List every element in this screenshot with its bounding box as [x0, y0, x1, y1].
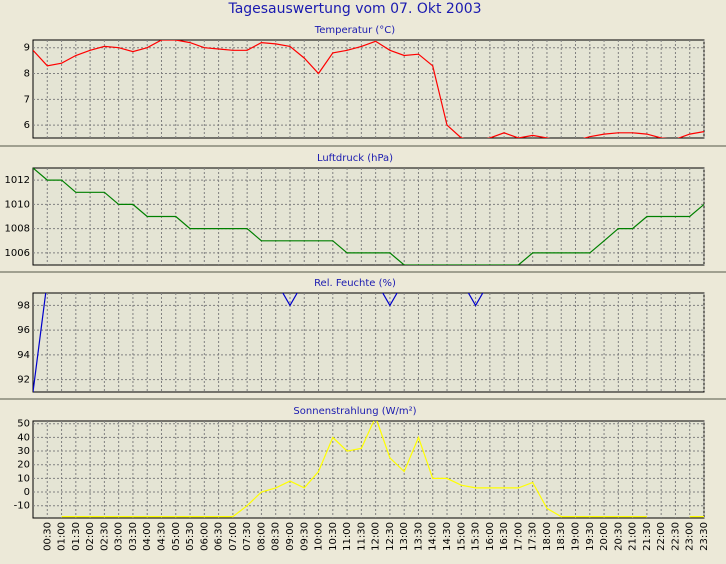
plot-area — [32, 39, 705, 139]
x-tick-label: 04:00 — [142, 522, 153, 551]
chart-title: Rel. Feuchte (%) — [314, 278, 396, 289]
x-tick-label: 18:30 — [556, 522, 567, 551]
x-tick-label: 08:00 — [256, 522, 267, 551]
x-tick-label: 01:30 — [71, 522, 82, 551]
x-tick-label: 22:30 — [670, 522, 681, 551]
x-tick-label: 23:00 — [685, 522, 696, 551]
x-tick-label: 12:00 — [371, 522, 382, 551]
x-tick-label: 09:00 — [285, 522, 296, 551]
x-tick-label: 13:30 — [413, 522, 424, 551]
y-tick-label: 40 — [17, 432, 30, 443]
plot-area — [32, 292, 705, 393]
data-line — [33, 40, 704, 138]
x-tick-label: 13:00 — [399, 522, 410, 551]
y-tick-label: 50 — [17, 419, 30, 430]
x-tick-label: 02:00 — [85, 522, 96, 551]
x-tick-label: 09:30 — [299, 522, 310, 551]
x-tick-label: 23:30 — [699, 522, 710, 551]
x-tick-label: 19:00 — [571, 522, 582, 551]
x-tick-label: 14:30 — [442, 522, 453, 551]
x-tick-label: 21:00 — [628, 522, 639, 551]
chart-title: Luftdruck (hPa) — [317, 153, 393, 164]
x-tick-label: 05:00 — [171, 522, 182, 551]
y-tick-label: 0 — [24, 487, 30, 498]
y-tick-label: 94 — [17, 350, 30, 361]
chart-title: Temperatur (°C) — [314, 25, 395, 36]
x-tick-label: 07:00 — [228, 522, 239, 551]
x-tick-label: 16:30 — [499, 522, 510, 551]
y-tick-label: 8 — [24, 69, 30, 80]
x-tick-label: 11:00 — [342, 522, 353, 551]
y-tick-label: 1006 — [5, 248, 30, 259]
y-tick-label: 96 — [17, 325, 30, 336]
x-tick-label: 08:30 — [271, 522, 282, 551]
x-tick-label: 10:00 — [314, 522, 325, 551]
x-tick-label: 00:30 — [42, 522, 53, 551]
y-tick-label: 7 — [24, 94, 30, 105]
x-tick-label: 01:00 — [57, 522, 68, 551]
x-tick-label: 15:00 — [456, 522, 467, 551]
y-tick-label: -10 — [14, 501, 30, 512]
x-tick-label: 20:30 — [613, 522, 624, 551]
x-tick-label: 03:30 — [128, 522, 139, 551]
x-tick-label: 04:30 — [156, 522, 167, 551]
chart-title: Sonnenstrahlung (W/m²) — [293, 406, 416, 417]
y-tick-label: 1012 — [5, 175, 30, 186]
x-tick-label: 17:30 — [528, 522, 539, 551]
x-tick-label: 07:30 — [242, 522, 253, 551]
x-tick-label: 02:30 — [99, 522, 110, 551]
x-tick-label: 06:30 — [214, 522, 225, 551]
data-line — [33, 168, 704, 265]
x-tick-label: 06:00 — [199, 522, 210, 551]
data-line — [61, 421, 704, 518]
x-tick-label: 19:30 — [585, 522, 596, 551]
y-tick-label: 98 — [17, 300, 30, 311]
page-title: Tagesauswertung vom 07. Okt 2003 — [227, 1, 481, 17]
y-tick-label: 6 — [24, 120, 30, 131]
x-tick-label: 16:00 — [485, 522, 496, 551]
y-tick-label: 9 — [24, 43, 30, 54]
x-tick-label: 18:00 — [542, 522, 553, 551]
y-tick-label: 20 — [17, 460, 30, 471]
x-tick-label: 11:30 — [356, 522, 367, 551]
x-tick-label: 22:00 — [656, 522, 667, 551]
y-tick-label: 30 — [17, 446, 30, 457]
y-tick-label: 1008 — [5, 224, 30, 235]
y-tick-label: 10 — [17, 473, 30, 484]
x-tick-label: 05:30 — [185, 522, 196, 551]
x-tick-label: 15:30 — [471, 522, 482, 551]
plot-area — [32, 420, 705, 519]
x-tick-label: 10:30 — [328, 522, 339, 551]
x-tick-label: 17:00 — [513, 522, 524, 551]
x-tick-label: 21:30 — [642, 522, 653, 551]
x-tick-label: 03:00 — [114, 522, 125, 551]
y-tick-label: 92 — [17, 375, 30, 386]
plot-area — [32, 167, 705, 266]
x-tick-label: 20:00 — [599, 522, 610, 551]
x-tick-label: 12:30 — [385, 522, 396, 551]
x-tick-label: 14:00 — [428, 522, 439, 551]
y-tick-label: 1010 — [5, 199, 30, 210]
